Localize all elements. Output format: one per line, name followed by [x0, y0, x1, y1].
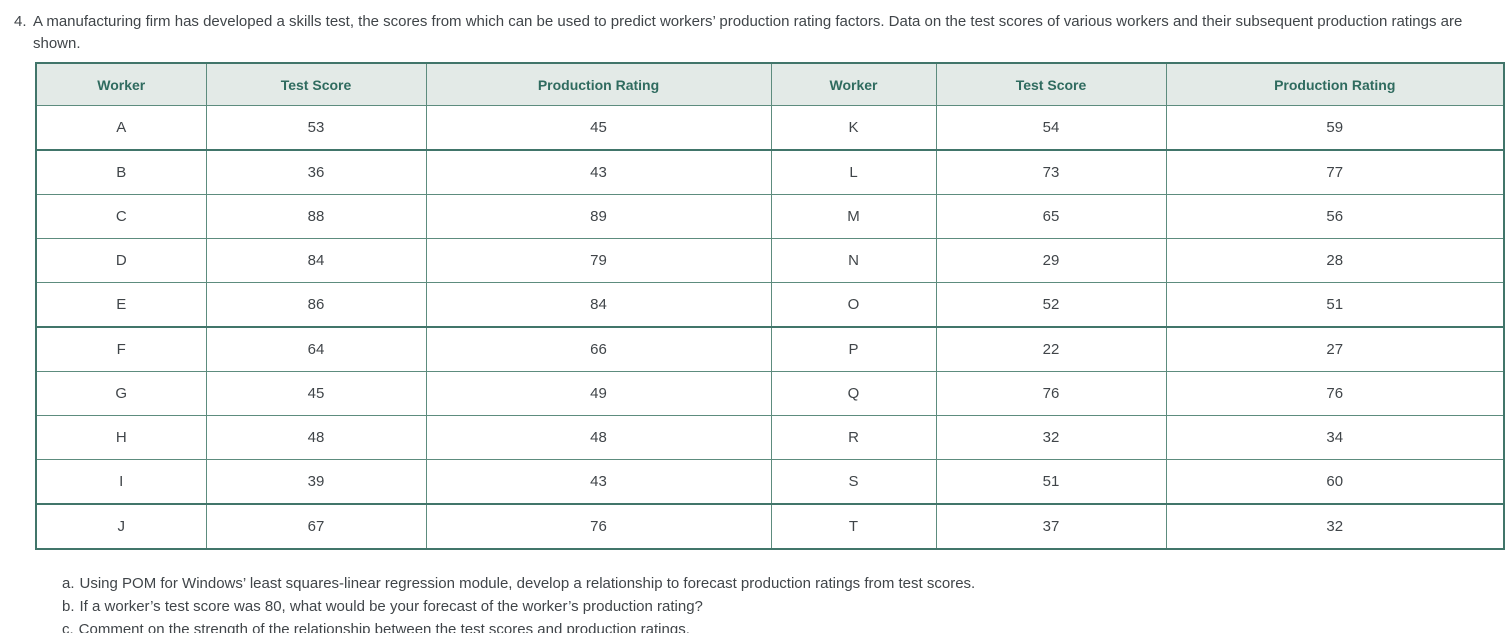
- table-cell: G: [35, 371, 207, 416]
- table-cell: 56: [1165, 194, 1505, 239]
- table-cell: D: [35, 238, 207, 283]
- table-cell: 43: [425, 149, 772, 195]
- table-cell: 53: [205, 105, 427, 151]
- column-header: Test Score: [935, 62, 1167, 106]
- table-row: F 64 66 P 22 27: [35, 326, 1505, 372]
- table-cell: N: [770, 238, 937, 283]
- problem-number: 4.: [14, 13, 27, 30]
- table-cell: 22: [935, 326, 1167, 372]
- table-cell: F: [35, 326, 207, 372]
- table-row: E 86 84 O 52 51: [35, 282, 1505, 328]
- table-cell: S: [770, 459, 937, 505]
- table-cell: 49: [425, 371, 772, 416]
- table-cell: L: [770, 149, 937, 195]
- table-cell: A: [35, 105, 207, 151]
- table-cell: 48: [205, 415, 427, 460]
- column-header: Worker: [770, 62, 937, 106]
- table-cell: 37: [935, 503, 1167, 550]
- table-cell: 67: [205, 503, 427, 550]
- table-cell: 28: [1165, 238, 1505, 283]
- table-cell: 45: [425, 105, 772, 151]
- question-b-text: If a worker’s test score was 80, what wo…: [79, 598, 703, 615]
- table-cell: P: [770, 326, 937, 372]
- table-cell: 36: [205, 149, 427, 195]
- table-cell: Q: [770, 371, 937, 416]
- table-cell: 73: [935, 149, 1167, 195]
- table-cell: R: [770, 415, 937, 460]
- table-row: I 39 43 S 51 60: [35, 459, 1505, 505]
- question-c: c. Comment on the strength of the relatio…: [62, 618, 1507, 633]
- table-row: A 53 45 K 54 59: [35, 105, 1505, 151]
- table-cell: 54: [935, 105, 1167, 151]
- table-cell: 79: [425, 238, 772, 283]
- table-cell: 43: [425, 459, 772, 505]
- question-c-label: c.: [62, 621, 74, 633]
- question-a: a. Using POM for Windows’ least squares-l…: [62, 572, 1507, 595]
- table-row: J 67 76 T 37 32: [35, 503, 1505, 550]
- problem-text: A manufacturing firm has developed a ski…: [33, 13, 1463, 52]
- table-row: C 88 89 M 65 56: [35, 194, 1505, 239]
- question-list: a. Using POM for Windows’ least squares-l…: [62, 572, 1507, 633]
- scores-table: Worker Test Score Production Rating Worker T…: [35, 62, 1505, 550]
- table-header: Worker Test Score Production Rating Worker T…: [35, 62, 1505, 106]
- table-cell: 76: [425, 503, 772, 550]
- table-cell: 52: [935, 282, 1167, 328]
- table-cell: 77: [1165, 149, 1505, 195]
- table-cell: 86: [205, 282, 427, 328]
- table-cell: J: [35, 503, 207, 550]
- table-cell: 60: [1165, 459, 1505, 505]
- table-cell: 51: [1165, 282, 1505, 328]
- column-header: Production Rating: [1165, 62, 1505, 106]
- table-cell: 89: [425, 194, 772, 239]
- table-cell: C: [35, 194, 207, 239]
- column-header: Test Score: [205, 62, 427, 106]
- table-row: G 45 49 Q 76 76: [35, 371, 1505, 416]
- table-cell: 84: [425, 282, 772, 328]
- table-cell: 34: [1165, 415, 1505, 460]
- table-row: B 36 43 L 73 77: [35, 149, 1505, 195]
- table-cell: 45: [205, 371, 427, 416]
- table-cell: H: [35, 415, 207, 460]
- column-header: Production Rating: [425, 62, 772, 106]
- table-cell: T: [770, 503, 937, 550]
- problem-statement: 4. A manufacturing firm has developed a …: [0, 0, 1507, 55]
- table-cell: 32: [1165, 503, 1505, 550]
- table-row: H 48 48 R 32 34: [35, 415, 1505, 460]
- table-header-row: Worker Test Score Production Rating Worker T…: [35, 62, 1505, 106]
- question-b-label: b.: [62, 598, 75, 615]
- table-cell: I: [35, 459, 207, 505]
- table-cell: 39: [205, 459, 427, 505]
- question-a-text: Using POM for Windows’ least squares-lin…: [79, 575, 976, 592]
- table-cell: 84: [205, 238, 427, 283]
- table-cell: 32: [935, 415, 1167, 460]
- table-cell: 76: [935, 371, 1167, 416]
- table-cell: 48: [425, 415, 772, 460]
- table-cell: E: [35, 282, 207, 328]
- question-a-label: a.: [62, 575, 75, 592]
- table-cell: M: [770, 194, 937, 239]
- table-cell: 88: [205, 194, 427, 239]
- column-header: Worker: [35, 62, 207, 106]
- table-cell: 51: [935, 459, 1167, 505]
- table-cell: 66: [425, 326, 772, 372]
- question-c-text: Comment on the strength of the relations…: [78, 621, 690, 633]
- table-cell: 65: [935, 194, 1167, 239]
- table-cell: K: [770, 105, 937, 151]
- table-cell: 27: [1165, 326, 1505, 372]
- table-cell: 64: [205, 326, 427, 372]
- table-cell: 59: [1165, 105, 1505, 151]
- table-cell: 29: [935, 238, 1167, 283]
- table-cell: O: [770, 282, 937, 328]
- table-cell: 76: [1165, 371, 1505, 416]
- table-cell: B: [35, 149, 207, 195]
- table-row: D 84 79 N 29 28: [35, 238, 1505, 283]
- table-body: A 53 45 K 54 59 B 36 43 L 73 77 C 88 89 M 65 56 D 84 79 N 29 28…: [35, 105, 1505, 550]
- question-b: b. If a worker’s test score was 80, what …: [62, 595, 1507, 618]
